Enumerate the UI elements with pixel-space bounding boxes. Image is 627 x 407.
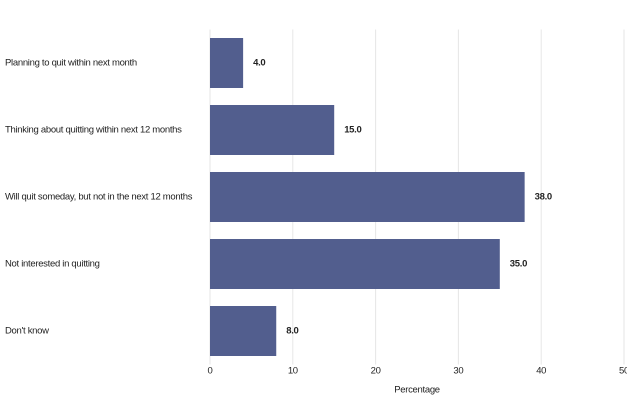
bar [210, 105, 335, 155]
x-tick-label: 50 [619, 366, 627, 377]
bar [210, 239, 500, 289]
y-tick-label: Don't know [5, 326, 49, 337]
y-tick-label: Thinking about quitting within next 12 m… [5, 125, 182, 136]
y-tick-label: Planning to quit within next month [5, 58, 137, 69]
value-label: 8.0 [286, 326, 298, 337]
bar [210, 38, 244, 88]
value-label: 4.0 [253, 58, 265, 69]
y-tick-label: Will quit someday, but not in the next 1… [5, 192, 193, 203]
bar [210, 306, 277, 356]
x-tick-label: 40 [536, 366, 546, 377]
x-tick-label: 30 [453, 366, 463, 377]
x-tick-label: 10 [288, 366, 298, 377]
y-tick-label: Not interested in quitting [5, 259, 100, 270]
x-tick-label: 0 [208, 366, 213, 377]
value-label: 15.0 [344, 125, 361, 136]
bar [210, 172, 525, 222]
x-axis-label: Percentage [394, 385, 440, 396]
x-tick-label: 20 [371, 366, 381, 377]
value-label: 38.0 [535, 192, 552, 203]
value-label: 35.0 [510, 259, 527, 270]
